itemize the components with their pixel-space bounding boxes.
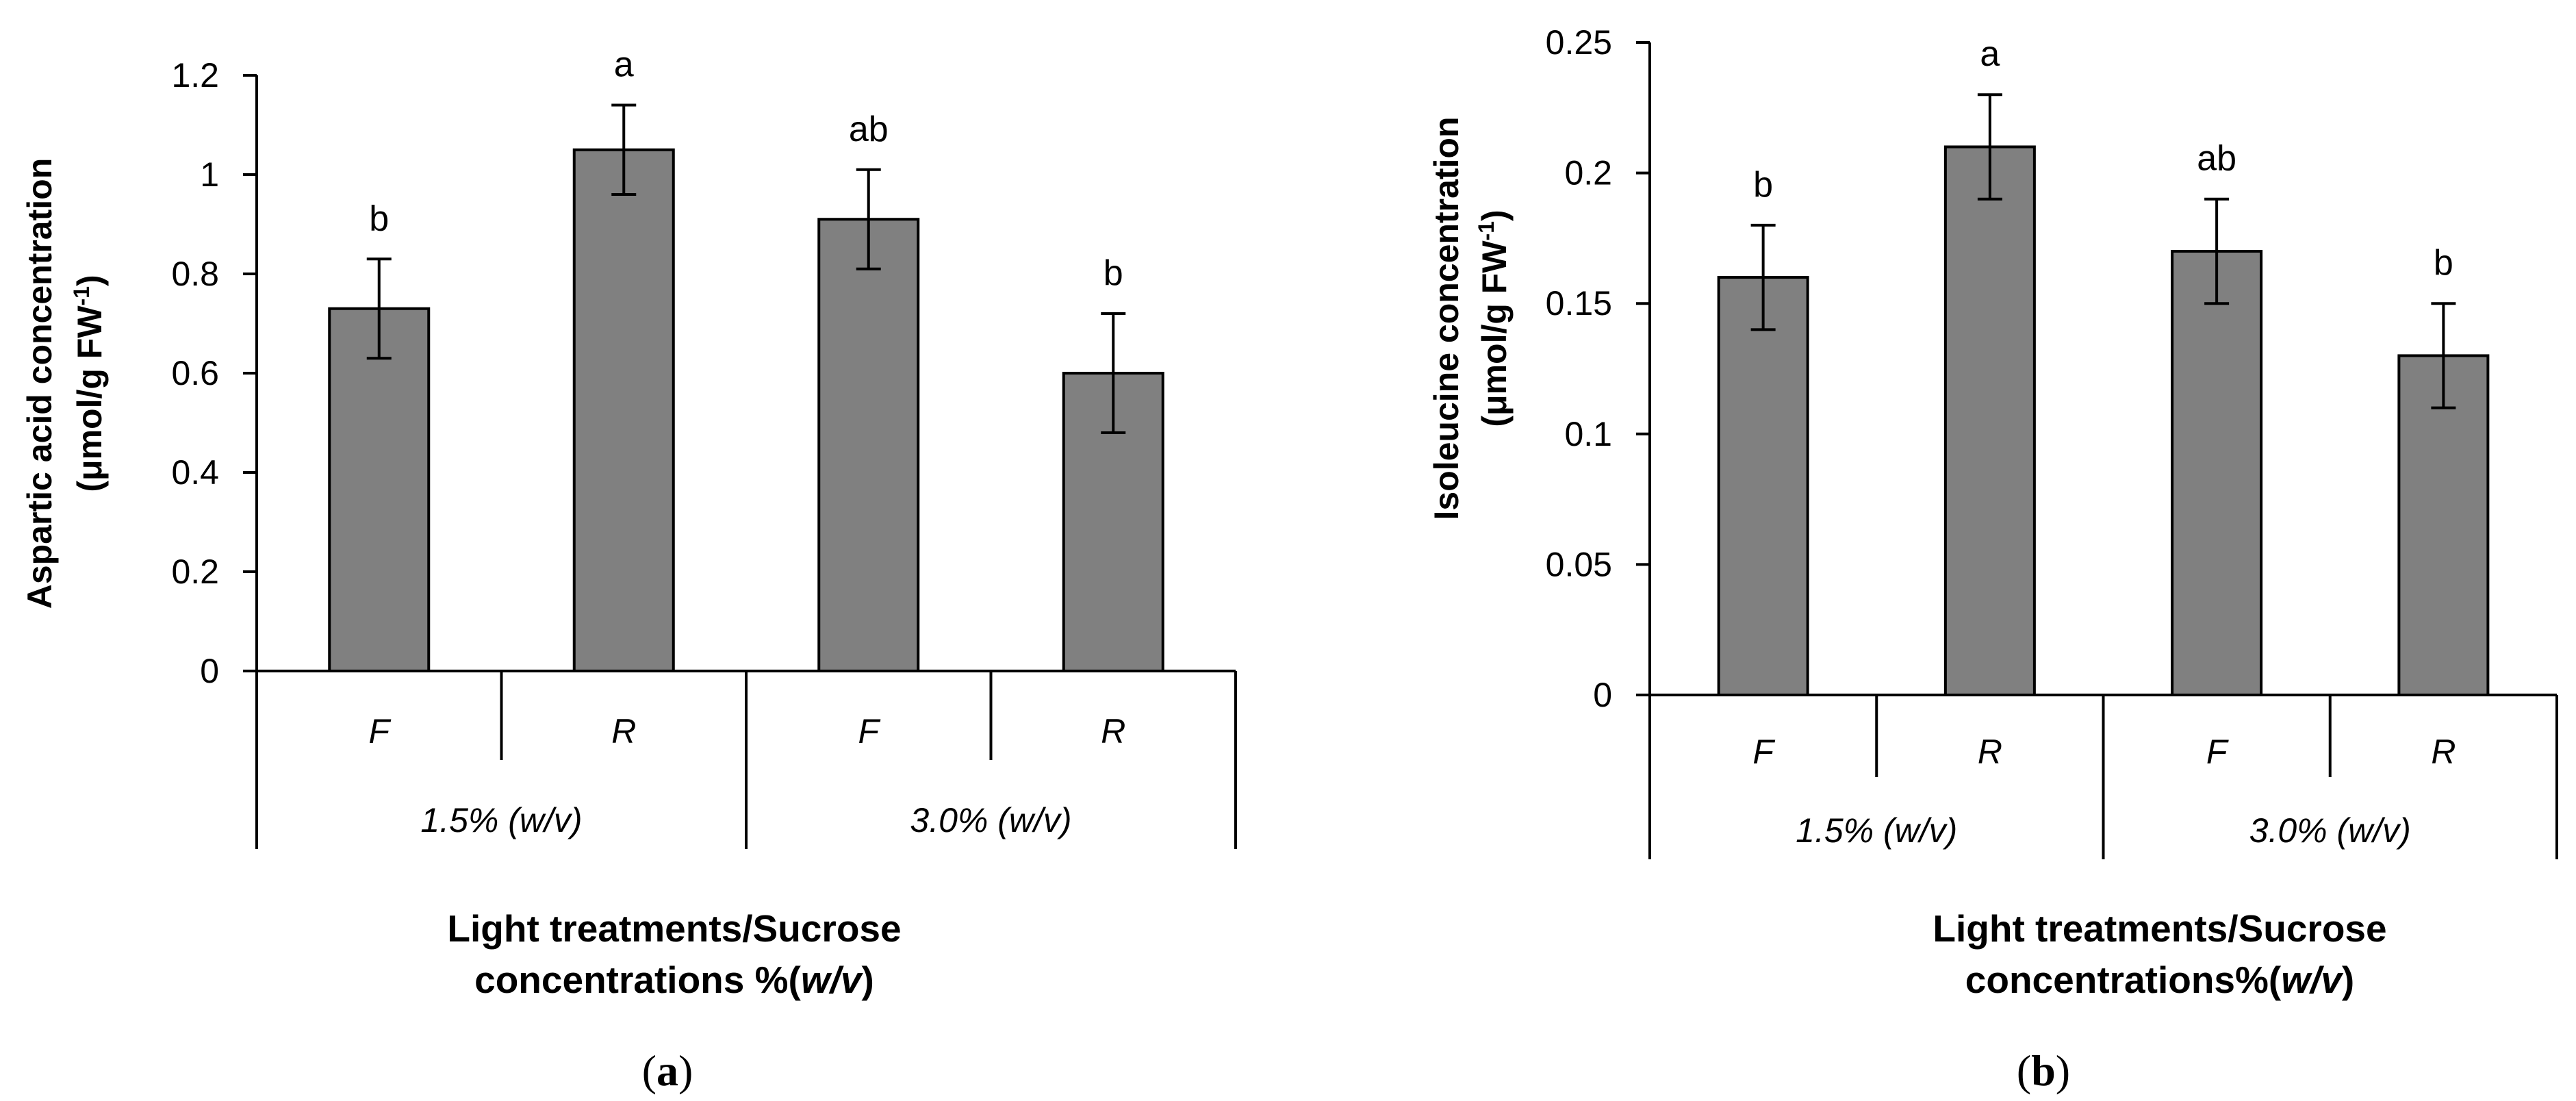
- panel-a-category-label: R: [611, 712, 636, 750]
- panel-b-x-axis-title-line2: concentrations%(w/v): [1965, 959, 2354, 1001]
- panel-a-bar: [817, 218, 920, 672]
- panel-b-significance-letter: a: [1980, 34, 2000, 74]
- panel-b-category-label: R: [2431, 733, 2456, 771]
- panel-a-y-tick-label: 1.2: [171, 56, 219, 94]
- panel-a-category-label: F: [858, 712, 880, 750]
- panel-b-group-label: 1.5% (w/v): [1796, 811, 1957, 850]
- panel-b-category-label: R: [1978, 733, 2002, 771]
- panel-b-significance-letter: b: [2434, 243, 2453, 283]
- panel-a-significance-letter: a: [614, 45, 634, 85]
- panel-b-significance-letter: b: [1753, 165, 1773, 205]
- panel-b-significance-letter: ab: [2197, 139, 2236, 179]
- panel-a-significance-letter: b: [369, 199, 389, 238]
- panel-a-category-label: R: [1101, 712, 1125, 750]
- panel-a-bar: [572, 148, 675, 672]
- panel-a-x-axis-title-line2: concentrations %(w/v): [474, 959, 874, 1001]
- panel-b-x-axis-title: Light treatments/Sucrose: [1933, 907, 2386, 950]
- panel-b-category-label: F: [2206, 733, 2229, 771]
- panel-b-y-tick-label: 0.25: [1546, 23, 1612, 62]
- panel-a-significance-letter: b: [1104, 253, 1123, 293]
- panel-a-group-label: 1.5% (w/v): [420, 801, 582, 839]
- panel-a-category-label: F: [368, 712, 391, 750]
- panel-a-y-axis-title: Aspartic acid concentration: [21, 158, 59, 609]
- panel-label-a: (a): [642, 1046, 693, 1095]
- chart-panel-b: 0 0.05 0.1 0.15 0.2 0.25 b Fa Rab Fb R 1.5% (w/v) 3.…: [1427, 23, 2558, 1001]
- panel-a-x-axis-title: Light treatments/Sucrose: [447, 907, 901, 950]
- panel-b-category-label: F: [1752, 733, 1775, 771]
- panel-a-y-tick-label: 1: [200, 155, 219, 194]
- panel-a-y-tick-label: 0.4: [171, 453, 219, 492]
- panel-a-y-tick-label: 0.2: [171, 553, 219, 591]
- panel-a-significance-letter: ab: [849, 110, 889, 149]
- panel-b-y-axis-title: Isoleucine concentration: [1427, 116, 1466, 520]
- panel-label-b: (b): [2017, 1046, 2070, 1095]
- panel-b-y-tick-label: 0.05: [1546, 545, 1612, 583]
- panel-b-y-tick-label: 0.15: [1546, 284, 1612, 322]
- panel-b-y-tick-label: 0: [1593, 676, 1612, 714]
- panel-a-y-tick-label: 0.6: [171, 354, 219, 392]
- panel-a-y-tick-label: 0: [200, 652, 219, 690]
- panel-a-group-label: 3.0% (w/v): [910, 801, 1071, 839]
- panel-a-y-axis-unit: (μmol/g FW-1): [69, 275, 109, 492]
- panel-b-bar: [1943, 145, 2036, 697]
- panel-b-y-axis-unit: (μmol/g FW-1): [1474, 210, 1514, 427]
- panel-b-bar: [2171, 249, 2263, 696]
- panel-a-bar: [328, 307, 431, 672]
- panel-b-bar: [1717, 276, 1809, 696]
- panel-b-y-tick-label: 0.2: [1564, 154, 1612, 192]
- panel-b-bar: [2397, 354, 2490, 696]
- panel-b-group-label: 3.0% (w/v): [2249, 811, 2411, 850]
- panel-b-y-tick-label: 0.1: [1564, 415, 1612, 453]
- panel-a-y-tick-label: 0.8: [171, 255, 219, 293]
- chart-panel-a: 0 0.2 0.4 0.6 0.8 1 1.2 b Fa Rab Fb R 1.5% (w/v) 3.0%…: [21, 45, 1237, 1001]
